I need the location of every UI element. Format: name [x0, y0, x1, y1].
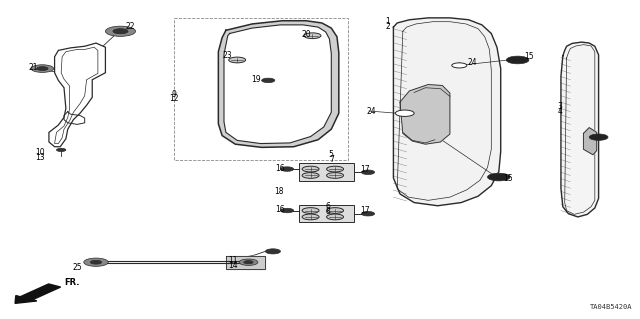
Text: 11: 11: [228, 256, 238, 265]
Text: 20: 20: [301, 30, 310, 39]
Text: 17: 17: [360, 165, 370, 174]
Text: 15: 15: [504, 174, 513, 182]
Bar: [300, 205, 354, 222]
Circle shape: [228, 57, 246, 63]
Text: 3: 3: [557, 102, 563, 111]
Text: 24: 24: [468, 58, 477, 67]
Circle shape: [84, 258, 108, 266]
Text: 18: 18: [274, 187, 284, 196]
Circle shape: [396, 110, 414, 116]
Text: 15: 15: [524, 52, 534, 61]
Text: 4: 4: [557, 107, 563, 116]
Circle shape: [302, 214, 319, 220]
Circle shape: [326, 173, 344, 178]
Circle shape: [56, 148, 66, 152]
FancyArrow shape: [15, 284, 61, 303]
Text: 14: 14: [228, 261, 238, 270]
Circle shape: [239, 259, 258, 265]
Circle shape: [326, 214, 344, 220]
Polygon shape: [400, 85, 450, 144]
Circle shape: [362, 170, 374, 174]
Text: 19: 19: [251, 75, 261, 84]
Polygon shape: [394, 18, 500, 206]
Text: TA04B5420A: TA04B5420A: [590, 304, 632, 310]
Circle shape: [506, 56, 529, 64]
Circle shape: [244, 261, 253, 264]
Circle shape: [362, 211, 374, 216]
Bar: [300, 163, 354, 181]
Circle shape: [304, 33, 321, 39]
Polygon shape: [226, 256, 266, 269]
Text: 13: 13: [35, 153, 44, 162]
Circle shape: [488, 173, 510, 181]
Circle shape: [266, 249, 280, 254]
Circle shape: [302, 166, 319, 172]
Text: 12: 12: [170, 94, 179, 103]
Circle shape: [31, 65, 54, 72]
Text: 16: 16: [276, 205, 285, 214]
Polygon shape: [584, 128, 596, 155]
Text: 2: 2: [385, 22, 390, 31]
Text: 21: 21: [28, 63, 38, 72]
Bar: [174, 18, 348, 160]
Circle shape: [90, 260, 102, 264]
Text: 23: 23: [223, 51, 232, 60]
Text: 22: 22: [125, 22, 134, 31]
Text: 7: 7: [329, 155, 333, 164]
Circle shape: [326, 166, 344, 172]
Circle shape: [326, 208, 344, 213]
Text: FR.: FR.: [64, 278, 79, 287]
Circle shape: [589, 134, 608, 140]
Circle shape: [113, 29, 128, 34]
Circle shape: [302, 208, 319, 213]
Text: 6: 6: [325, 202, 330, 211]
Circle shape: [106, 26, 136, 36]
Text: 24: 24: [367, 107, 376, 115]
Text: 1: 1: [385, 17, 390, 26]
Circle shape: [280, 167, 294, 171]
Circle shape: [280, 208, 294, 213]
Circle shape: [452, 63, 467, 68]
Text: 16: 16: [276, 164, 285, 173]
Polygon shape: [218, 21, 339, 147]
Text: 10: 10: [35, 148, 44, 157]
Circle shape: [36, 67, 48, 70]
Circle shape: [302, 173, 319, 178]
Polygon shape: [561, 42, 598, 217]
Text: 9: 9: [172, 90, 177, 99]
Text: 17: 17: [360, 206, 370, 215]
Circle shape: [262, 78, 275, 83]
Text: 5: 5: [329, 150, 333, 159]
Text: 8: 8: [325, 207, 330, 216]
Text: 25: 25: [72, 263, 82, 272]
